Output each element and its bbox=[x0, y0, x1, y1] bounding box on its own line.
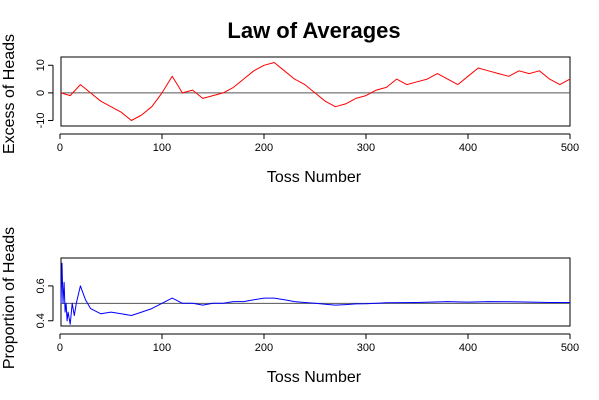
bottom-y-axis-title: Proportion of Heads bbox=[1, 227, 18, 369]
top-x-tick-label: 100 bbox=[153, 142, 171, 154]
top-x-tick-label: 500 bbox=[561, 142, 579, 154]
top-y-tick-label: -10 bbox=[35, 113, 47, 129]
top-y-tick-label: 10 bbox=[35, 59, 47, 71]
top-plot-frame bbox=[60, 56, 571, 127]
bottom-x-tick-label: 0 bbox=[57, 342, 63, 354]
bottom-y-tick-label: 0.4 bbox=[35, 313, 47, 328]
excess-of-heads-panel: 0 100 200 300 400 500 -10 0 10 bbox=[35, 56, 579, 154]
bottom-x-tick-label: 500 bbox=[561, 342, 579, 354]
bottom-x-tick-label: 200 bbox=[255, 342, 273, 354]
top-x-tick-label: 400 bbox=[459, 142, 477, 154]
bottom-x-axis-title: Toss Number bbox=[267, 369, 362, 386]
proportion-of-heads-panel: 0 100 200 300 400 500 0.4 0.6 bbox=[35, 257, 579, 354]
top-y-tick-label: 0 bbox=[35, 90, 47, 96]
bottom-x-tick-label: 300 bbox=[357, 342, 375, 354]
bottom-y-tick-label: 0.6 bbox=[35, 278, 47, 293]
top-x-tick-label: 200 bbox=[255, 142, 273, 154]
bottom-series-line bbox=[60, 262, 570, 325]
top-x-tick-label: 0 bbox=[57, 142, 63, 154]
top-x-axis-title: Toss Number bbox=[267, 169, 362, 186]
top-series-line bbox=[60, 62, 571, 121]
chart-title: Law of Averages bbox=[227, 18, 400, 43]
top-y-axis-title: Excess of Heads bbox=[1, 34, 18, 154]
bottom-x-tick-label: 100 bbox=[153, 342, 171, 354]
top-x-tick-label: 300 bbox=[357, 142, 375, 154]
bottom-x-tick-label: 400 bbox=[459, 342, 477, 354]
